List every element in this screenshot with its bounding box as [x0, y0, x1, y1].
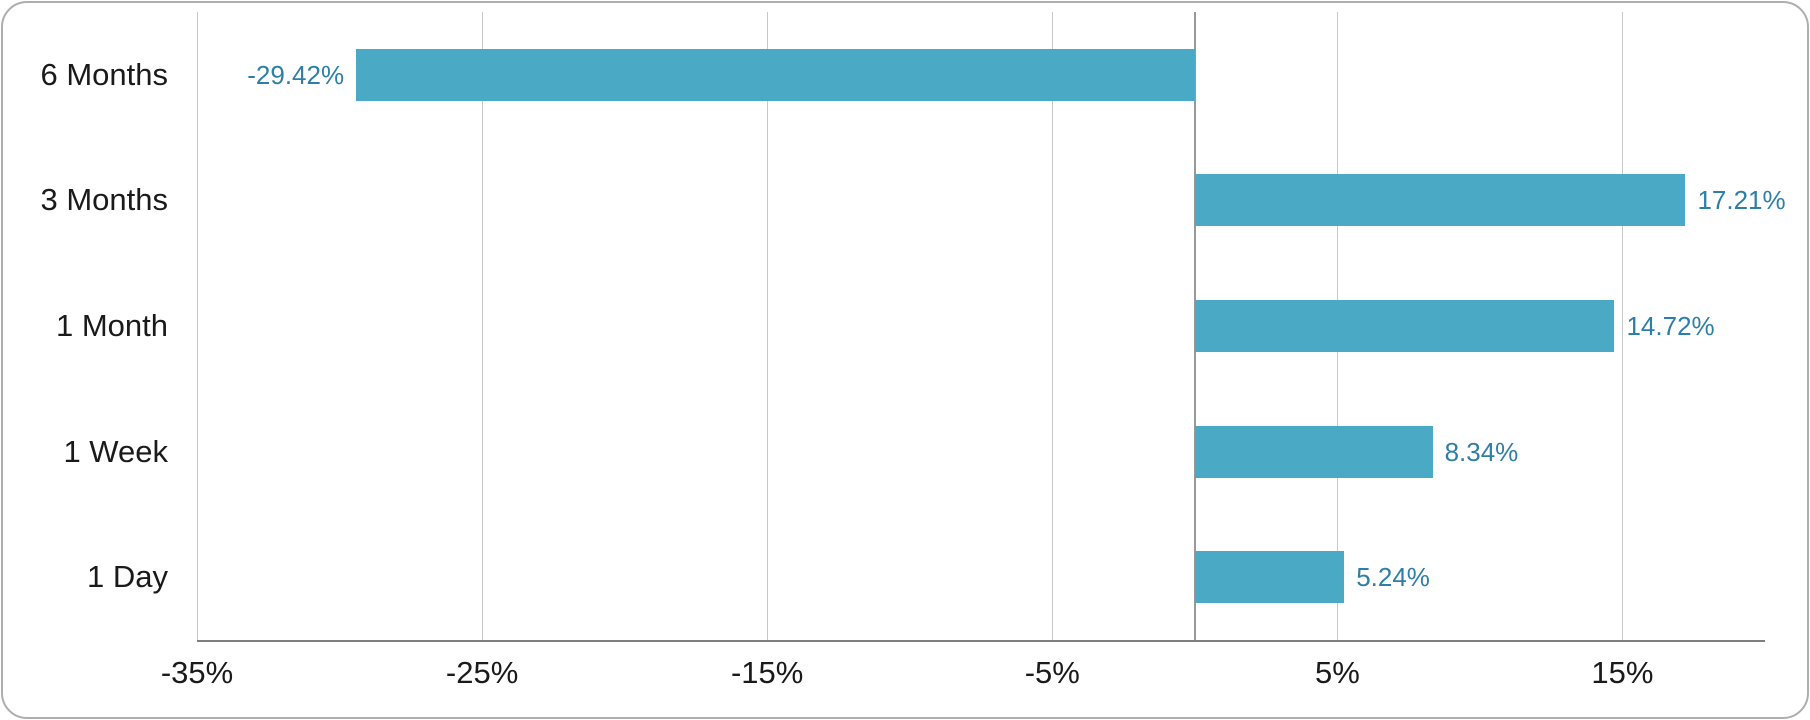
bar-6-months	[356, 48, 1195, 101]
category-label: 1 Day	[87, 559, 168, 595]
bar-1-month	[1194, 300, 1615, 352]
value-label: -29.42%	[247, 59, 345, 90]
category-label: 1 Week	[63, 433, 168, 469]
x-tick-label: 5%	[1314, 655, 1360, 690]
x-tick-label: -5%	[1024, 655, 1080, 690]
x-tick-label: -15%	[730, 655, 804, 690]
gridline--5%	[1051, 12, 1053, 640]
gridline-15%	[1621, 12, 1623, 640]
category-label: 3 Months	[40, 182, 168, 218]
value-label: 14.72%	[1626, 311, 1715, 341]
value-label: 8.34%	[1444, 436, 1519, 467]
value-label: 5.24%	[1356, 562, 1430, 593]
bar-1-week	[1194, 425, 1433, 478]
x-tick-label: -35%	[160, 655, 234, 690]
value-label: 17.21%	[1697, 185, 1786, 216]
category-label: 1 Month	[55, 308, 168, 343]
gridline--25%	[481, 12, 483, 640]
x-tick-label: -25%	[445, 655, 519, 690]
bar-3-months	[1194, 174, 1686, 227]
gridline--35%	[196, 12, 198, 640]
bar-1-day	[1194, 551, 1345, 604]
category-label: 6 Months	[40, 56, 168, 92]
gridline--15%	[766, 12, 768, 640]
x-tick-label: 15%	[1591, 655, 1654, 690]
plot-area	[196, 12, 1765, 642]
